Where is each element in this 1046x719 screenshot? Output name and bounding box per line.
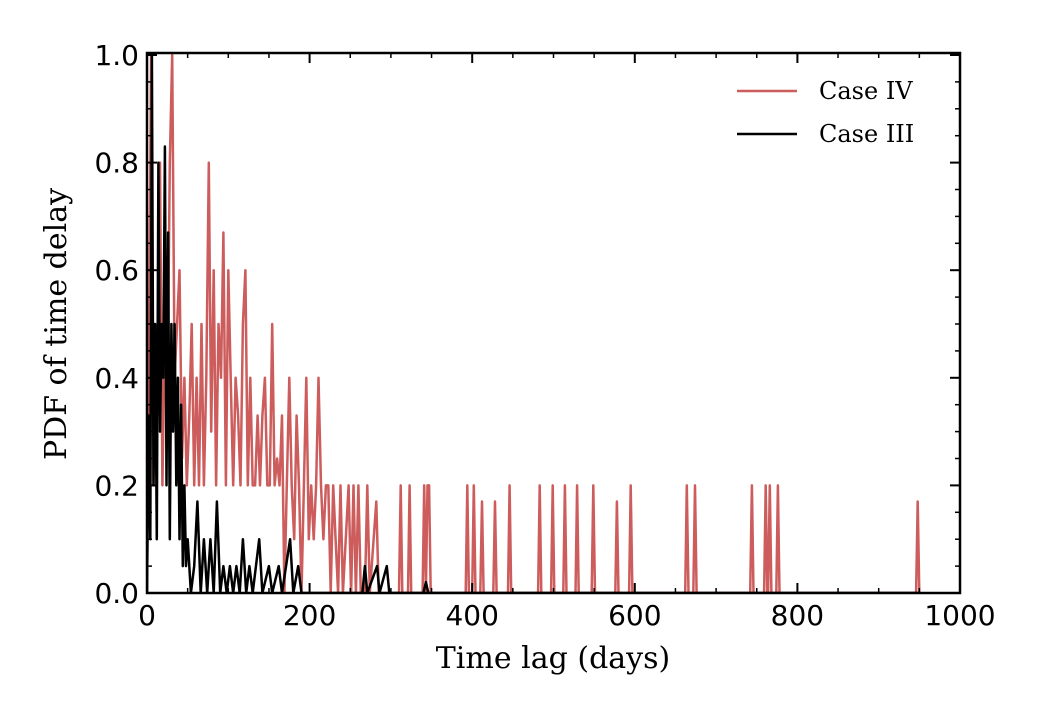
plot-area [147, 53, 921, 594]
x-tick-label: 1000 [924, 599, 995, 632]
x-tick-label: 800 [771, 599, 824, 632]
y-tick-label: 1.0 [94, 39, 139, 72]
y-tick-label: 0.2 [94, 469, 139, 502]
data-line [147, 53, 920, 594]
y-tick-label: 0.8 [94, 147, 139, 180]
x-tick-label: 600 [608, 599, 661, 632]
y-tick-label: 0.0 [94, 577, 139, 610]
x-tick-label: 400 [445, 599, 498, 632]
legend-label: Case IV [819, 77, 913, 105]
x-tick-label: 200 [283, 599, 336, 632]
y-tick-label: 0.6 [94, 254, 139, 287]
x-axis-label: Time lag (days) [436, 641, 670, 676]
y-axis-label: PDF of time delay [39, 188, 74, 460]
legend-label: Case III [819, 120, 914, 148]
y-tick-label: 0.4 [94, 362, 139, 395]
x-tick-label: 0 [138, 599, 156, 632]
data-line [147, 53, 921, 594]
